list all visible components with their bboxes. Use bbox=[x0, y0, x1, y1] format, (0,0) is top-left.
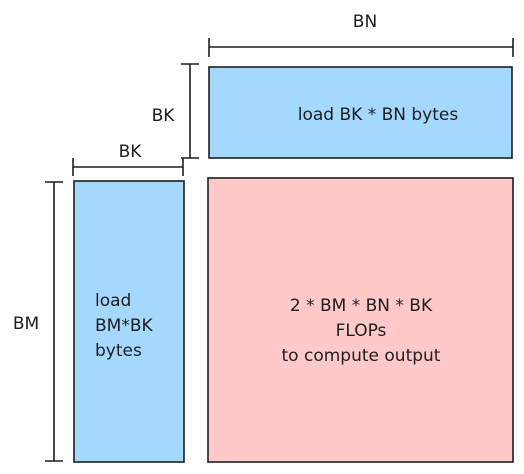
bk-horizontal-dimension: BK bbox=[72, 142, 184, 176]
bk-vertical-dimension: BK bbox=[152, 63, 199, 159]
output-tile: 2 * BM * BN * BK FLOPs to compute output bbox=[207, 177, 514, 463]
a-tile-text-line-1: load bbox=[95, 291, 131, 311]
output-text-line-2: FLOPs bbox=[336, 321, 387, 341]
bk-top-label: BK bbox=[152, 106, 176, 126]
bn-label: BN bbox=[353, 12, 377, 32]
a-tile-text-line-2: BM*BK bbox=[95, 316, 153, 336]
b-tile: load BK * BN bytes bbox=[208, 66, 513, 159]
output-text-line-3: to compute output bbox=[282, 346, 441, 366]
bm-dimension: BM bbox=[13, 181, 63, 462]
bn-dimension: BN bbox=[208, 12, 514, 57]
b-tile-text: load BK * BN bytes bbox=[298, 105, 459, 125]
a-tile: load BM*BK bytes bbox=[73, 180, 185, 463]
a-tile-text-line-3: bytes bbox=[95, 341, 142, 361]
bk-left-label: BK bbox=[119, 142, 143, 162]
bm-label: BM bbox=[13, 314, 39, 334]
output-text-line-1: 2 * BM * BN * BK bbox=[290, 296, 433, 316]
